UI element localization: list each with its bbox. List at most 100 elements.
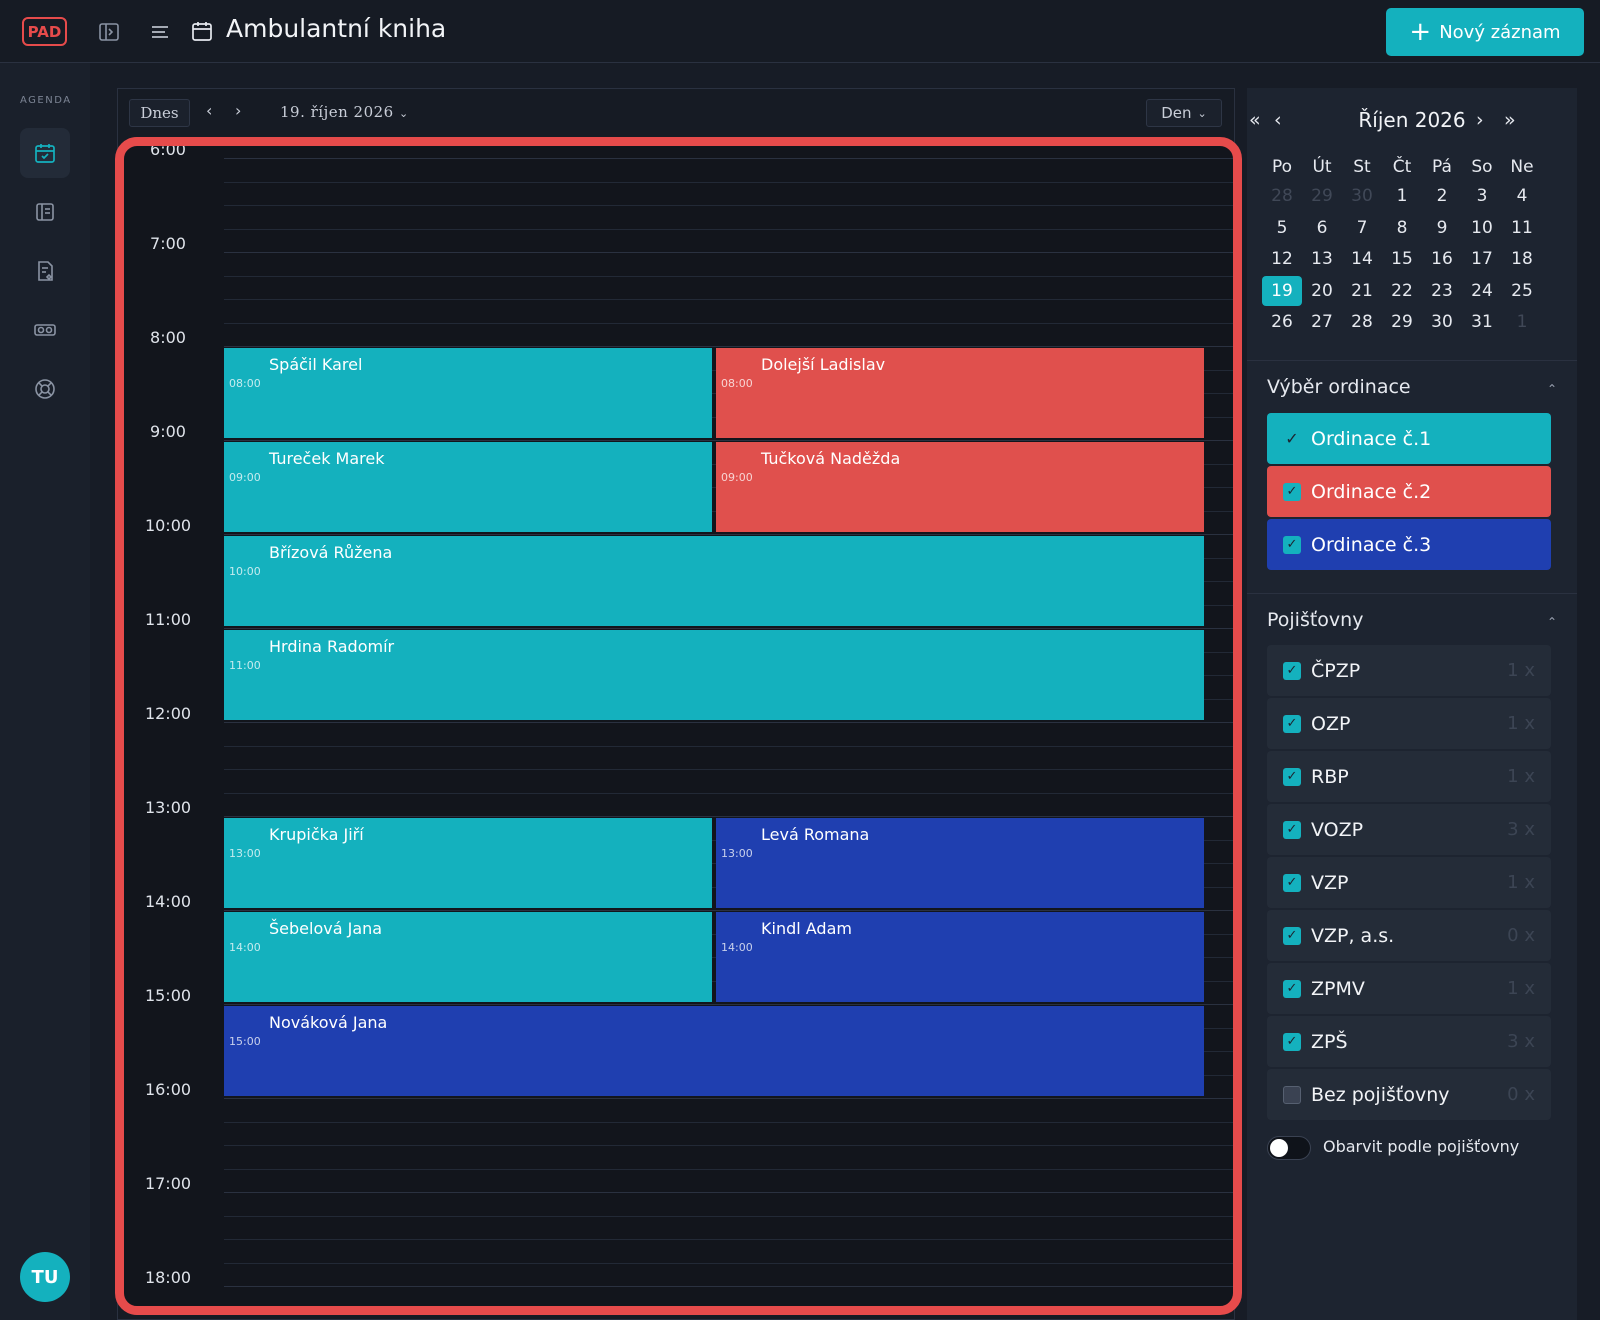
calendar-day[interactable]: 13 bbox=[1311, 249, 1333, 269]
calendar-day[interactable]: 9 bbox=[1436, 217, 1448, 238]
appointment[interactable]: Dolejší Ladislav 08:00 bbox=[716, 348, 1204, 438]
checkbox-icon[interactable]: ✓ bbox=[1283, 979, 1301, 998]
nav-glasses[interactable] bbox=[20, 305, 70, 355]
calendar-day[interactable]: 16 bbox=[1431, 249, 1453, 269]
checkbox-icon[interactable]: ✓ bbox=[1283, 820, 1301, 839]
calendar-day[interactable]: 28 bbox=[1351, 312, 1373, 332]
nav-calendar[interactable] bbox=[20, 128, 70, 178]
insurance-item[interactable]: ✓ VZP 1 x bbox=[1267, 857, 1551, 908]
insurance-count: 1 x bbox=[1507, 766, 1535, 787]
app-logo[interactable]: PAD bbox=[22, 17, 67, 46]
calendar-day[interactable]: 27 bbox=[1311, 312, 1333, 332]
appointment[interactable]: Hrdina Radomír 11:00 bbox=[224, 630, 1204, 720]
calendar-day[interactable]: 28 bbox=[1271, 186, 1293, 206]
calendar-day[interactable]: 30 bbox=[1431, 312, 1453, 332]
menu-icon[interactable] bbox=[148, 20, 172, 44]
appointment[interactable]: Levá Romana 13:00 bbox=[716, 818, 1204, 908]
calendar-day[interactable]: 17 bbox=[1471, 249, 1493, 269]
checkbox-icon[interactable]: ✓ bbox=[1285, 429, 1299, 448]
calendar-day[interactable]: 7 bbox=[1356, 217, 1368, 238]
calendar-day[interactable]: 30 bbox=[1351, 186, 1373, 206]
nav-help[interactable] bbox=[20, 364, 70, 414]
checkbox-icon[interactable]: ✓ bbox=[1283, 714, 1301, 733]
ordinace-item[interactable]: ✓ Ordinace č.1 bbox=[1267, 413, 1551, 464]
nav-records[interactable] bbox=[20, 246, 70, 296]
appointment[interactable]: Spáčil Karel 08:00 bbox=[224, 348, 712, 438]
checkbox-icon[interactable]: ✓ bbox=[1283, 535, 1301, 554]
calendar-day[interactable]: 31 bbox=[1471, 312, 1493, 332]
first-nav-button[interactable]: « bbox=[1249, 109, 1261, 131]
checkbox-icon[interactable] bbox=[1283, 1085, 1301, 1104]
chevron-up-icon[interactable]: ⌃ bbox=[1546, 382, 1557, 396]
insurance-label: VOZP bbox=[1311, 818, 1364, 841]
color-by-insurance-toggle[interactable] bbox=[1267, 1136, 1311, 1160]
ordinace-item[interactable]: ✓ Ordinace č.2 bbox=[1267, 466, 1551, 517]
calendar-day[interactable]: 1 bbox=[1516, 312, 1528, 332]
calendar-day[interactable]: 11 bbox=[1511, 217, 1533, 238]
checkbox-icon[interactable]: ✓ bbox=[1283, 661, 1301, 680]
checkbox-icon[interactable]: ✓ bbox=[1283, 767, 1301, 786]
calendar-day[interactable]: 5 bbox=[1276, 217, 1288, 238]
checkbox-icon[interactable]: ✓ bbox=[1283, 926, 1301, 945]
calendar-day[interactable]: 26 bbox=[1271, 312, 1293, 332]
calendar-day[interactable]: 3 bbox=[1476, 186, 1488, 206]
calendar-day[interactable]: 23 bbox=[1431, 280, 1453, 301]
calendar-day[interactable]: 1 bbox=[1396, 186, 1408, 206]
calendar-day[interactable]: 2 bbox=[1436, 186, 1448, 206]
calendar-day[interactable]: 14 bbox=[1351, 249, 1373, 269]
appointment[interactable]: Šebelová Jana 14:00 bbox=[224, 912, 712, 1002]
checkbox-icon[interactable]: ✓ bbox=[1283, 1032, 1301, 1051]
today-button[interactable]: Dnes bbox=[129, 99, 190, 127]
calendar-day[interactable]: 15 bbox=[1391, 249, 1413, 269]
prev-month-button[interactable]: ‹ bbox=[1274, 109, 1282, 131]
insurance-item[interactable]: ✓ ZPMV 1 x bbox=[1267, 963, 1551, 1014]
appointment[interactable]: Tučková Naděžda 09:00 bbox=[716, 442, 1204, 532]
new-record-button[interactable]: + Nový záznam bbox=[1386, 8, 1584, 56]
last-nav-button[interactable]: » bbox=[1504, 109, 1516, 131]
checkbox-icon[interactable]: ✓ bbox=[1283, 482, 1301, 501]
view-select[interactable]: Den ⌄ bbox=[1146, 99, 1222, 127]
calendar-day[interactable]: 20 bbox=[1311, 280, 1333, 301]
appointment[interactable]: Kindl Adam 14:00 bbox=[716, 912, 1204, 1002]
appointment[interactable]: Nováková Jana 15:00 bbox=[224, 1006, 1204, 1096]
calendar-day[interactable]: 21 bbox=[1351, 280, 1373, 301]
checkbox-icon[interactable]: ✓ bbox=[1283, 873, 1301, 892]
next-month-button[interactable]: › bbox=[1476, 109, 1484, 131]
calendar-day[interactable]: 10 bbox=[1471, 217, 1493, 238]
calendar-day[interactable]: 18 bbox=[1511, 249, 1533, 269]
insurance-count: 3 x bbox=[1507, 819, 1535, 840]
calendar-day[interactable]: 29 bbox=[1311, 186, 1333, 206]
sidebar-toggle-icon[interactable] bbox=[97, 20, 121, 44]
insurance-item[interactable]: ✓ ČPZP 1 x bbox=[1267, 645, 1551, 696]
weekday-label: Čt bbox=[1392, 157, 1412, 177]
chevron-down-icon: ⌄ bbox=[1197, 106, 1207, 120]
appointment[interactable]: Tureček Marek 09:00 bbox=[224, 442, 712, 532]
ordinace-item[interactable]: ✓ Ordinace č.3 bbox=[1267, 519, 1551, 570]
calendar-day[interactable]: 8 bbox=[1396, 217, 1408, 238]
grid-line bbox=[224, 1310, 1233, 1311]
insurance-item[interactable]: Bez pojišťovny 0 x bbox=[1267, 1069, 1551, 1120]
user-avatar[interactable]: TU bbox=[20, 1252, 70, 1302]
calendar-day[interactable]: 12 bbox=[1271, 249, 1293, 269]
selected-day[interactable]: 19 bbox=[1262, 275, 1302, 306]
appointment[interactable]: Břízová Růžena 10:00 bbox=[224, 536, 1204, 626]
insurance-item[interactable]: ✓ VOZP 3 x bbox=[1267, 804, 1551, 855]
date-picker[interactable]: 19. říjen 2026 ⌄ bbox=[280, 103, 409, 121]
insurance-item[interactable]: ✓ RBP 1 x bbox=[1267, 751, 1551, 802]
appointment[interactable]: Krupička Jiří 13:00 bbox=[224, 818, 712, 908]
insurance-item[interactable]: ✓ OZP 1 x bbox=[1267, 698, 1551, 749]
calendar-day[interactable]: 4 bbox=[1516, 186, 1528, 206]
calendar-day[interactable]: 25 bbox=[1511, 280, 1533, 301]
calendar-day[interactable]: 22 bbox=[1391, 280, 1413, 301]
nav-book[interactable] bbox=[20, 187, 70, 237]
chevron-up-icon[interactable]: ⌃ bbox=[1546, 615, 1557, 629]
insurance-item[interactable]: ✓ ZPŠ 3 x bbox=[1267, 1016, 1551, 1067]
insurance-item[interactable]: ✓ VZP, a.s. 0 x bbox=[1267, 910, 1551, 961]
calendar-day[interactable]: 24 bbox=[1471, 280, 1493, 301]
prev-day-button[interactable]: ‹ bbox=[206, 101, 213, 120]
calendar-day[interactable]: 29 bbox=[1391, 312, 1413, 332]
appointment-time: 14:00 bbox=[721, 941, 753, 954]
next-day-button[interactable]: › bbox=[235, 101, 242, 120]
calendar-day[interactable]: 6 bbox=[1316, 217, 1328, 238]
grid-line bbox=[224, 769, 1233, 770]
